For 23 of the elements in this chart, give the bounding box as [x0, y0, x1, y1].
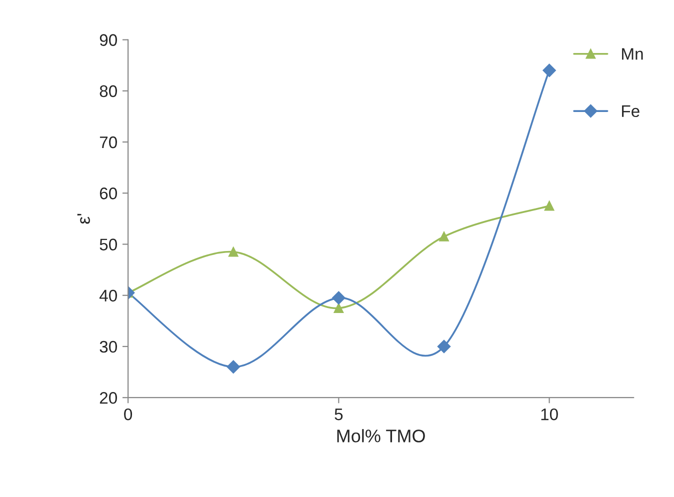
- legend-label: Fe: [622, 105, 640, 118]
- x-tick-label: 10: [541, 408, 558, 420]
- y-tick-label: 50: [100, 238, 117, 250]
- y-tick-label: 90: [100, 34, 117, 46]
- point: [439, 232, 449, 242]
- point: [544, 201, 554, 211]
- x-tick-label: 5: [334, 408, 343, 420]
- y-tick-label: 30: [100, 340, 117, 353]
- x-axis-title: Mol% TMO: [337, 429, 425, 442]
- y-tick-label: 60: [100, 188, 117, 200]
- point: [332, 291, 346, 305]
- point: [542, 64, 556, 78]
- y-tick-label: 40: [99, 290, 117, 302]
- y-tick-label: 80: [100, 85, 117, 98]
- y-tick-label: 20: [100, 392, 117, 404]
- point: [334, 303, 344, 313]
- point: [437, 340, 451, 354]
- legend-label: Mn: [622, 48, 643, 60]
- y-tick-label: 70: [100, 136, 117, 148]
- point: [226, 360, 240, 374]
- point: [228, 247, 238, 257]
- x-tick-label: 0: [124, 408, 132, 420]
- y-axis-title: ε': [77, 214, 90, 224]
